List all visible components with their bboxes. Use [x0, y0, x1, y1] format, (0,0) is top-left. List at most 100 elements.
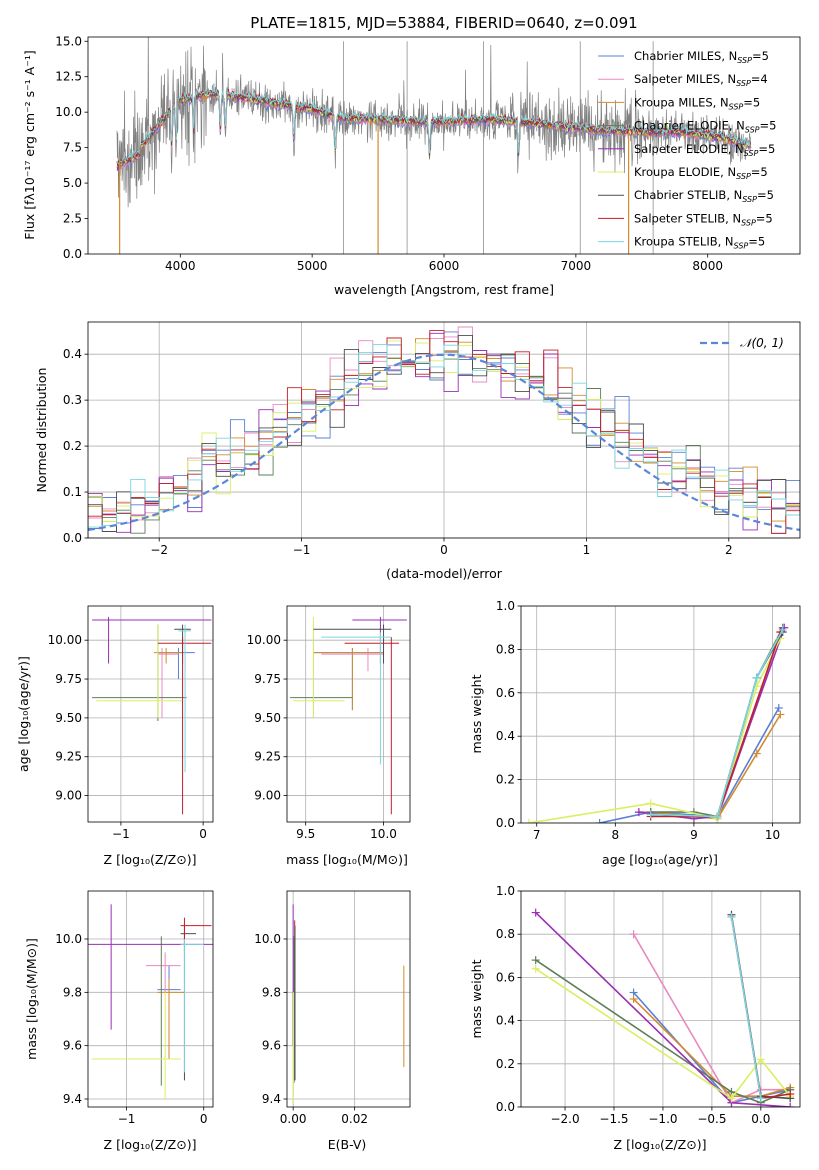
y-tick-label: 0.4: [496, 1014, 515, 1028]
axes-frame: [520, 890, 801, 1108]
plus-marker: [634, 808, 643, 817]
chart-title: PLATE=1815, MJD=53884, FIBERID=0640, z=0…: [250, 14, 637, 32]
y-axis-label: Flux [fλ10⁻¹⁷ erg cm⁻² s⁻¹ A⁻¹]: [22, 50, 37, 239]
x-axis-label: E(B-V): [328, 1137, 367, 1152]
plus-marker: [752, 749, 761, 758]
y-tick-label: 0.8: [496, 642, 515, 656]
y-tick-label: 1.0: [496, 884, 515, 898]
plus-marker: [531, 964, 540, 973]
normal-reference-curve: [88, 353, 800, 531]
x-tick-label: −1: [112, 827, 130, 841]
y-tick-label: 2.5: [63, 212, 82, 226]
y-tick-label: 9.4: [262, 1092, 281, 1106]
y-tick-label: 9.6: [262, 1039, 281, 1053]
y-tick-label: 9.8: [262, 985, 281, 999]
data-point: [344, 637, 400, 815]
x-axis-label: (data-model)/error: [386, 566, 503, 581]
y-tick-label: 0.0: [496, 816, 515, 830]
x-tick-label: −1.0: [648, 1112, 677, 1126]
plot-area: [116, 37, 752, 254]
legend-label: Kroupa MILES, NSSP=5: [634, 95, 760, 111]
x-axis-label: Z [log₁₀(Z/Z⊙)]: [104, 1137, 197, 1152]
y-tick-label: 9.6: [63, 1039, 82, 1053]
data-point: [180, 925, 197, 1081]
mass-weight-line: [638, 627, 786, 820]
residual-histogram: [88, 344, 800, 538]
y-tick-label: 12.5: [55, 70, 82, 84]
x-tick-label: 0: [200, 1112, 208, 1126]
plus-marker: [629, 995, 638, 1003]
x-tick-label: −1: [293, 543, 311, 557]
plot-area: [287, 891, 410, 1107]
legend-label: Kroupa STELIB, NSSP=5: [634, 235, 765, 251]
plus-marker: [774, 703, 783, 712]
y-tick-label: 9.50: [254, 711, 281, 725]
axes-frame: [286, 890, 411, 1108]
legend-label: Salpeter STELIB, NSSP=5: [634, 211, 773, 227]
data-point: [91, 992, 181, 1099]
x-tick-label: 0.02: [341, 1112, 368, 1126]
y-tick-label: 0.6: [496, 686, 515, 700]
y-tick-label: 9.75: [55, 672, 82, 686]
x-tick-label: 9: [690, 828, 698, 842]
legend-label: Salpeter ELODIE, NSSP=5: [634, 142, 775, 158]
mass-weight-line: [650, 627, 784, 818]
axes-frame: [286, 605, 411, 823]
panel-spectrum: 4000 5000 6000 7000 8000 0.0 2.5 5.0 7.5 10.0 12.5…: [22, 14, 801, 297]
x-tick-label: 2: [725, 543, 733, 557]
plus-marker: [776, 710, 785, 719]
y-tick-label: 0.2: [496, 1057, 515, 1071]
data-point: [313, 624, 392, 664]
panel-mass-vs-Z: −1 0 9.4 9.6 9.8 10.0 Z [log₁₀(Z/Z⊙)] mass [log…: [24, 890, 214, 1152]
data-point: [157, 979, 185, 1059]
axes-frame: [520, 605, 801, 824]
axes-frame: [87, 36, 801, 255]
mass-weight-line: [650, 631, 784, 818]
plot-area: [88, 606, 213, 822]
y-tick-label: 10.00: [48, 633, 82, 647]
data-point: [145, 952, 181, 993]
plot-area: [521, 606, 800, 823]
y-tick-label: 9.75: [254, 672, 281, 686]
y-tick-label: 10.0: [55, 932, 82, 946]
x-axis-label: Z [log₁₀(Z/Z⊙)]: [614, 1137, 707, 1152]
plus-marker: [727, 912, 736, 921]
y-tick-label: 9.4: [63, 1092, 82, 1106]
y-tick-label: 0.2: [63, 439, 82, 453]
y-tick-label: 10.00: [247, 633, 281, 647]
data-point: [96, 624, 183, 718]
panel-residuals: −2 −1 0 1 2 0.0 0.1 0.2 0.3 0.4 (data-model)/error…: [34, 321, 801, 581]
mass-weight-line: [633, 998, 791, 1097]
legend-label: Salpeter MILES, NSSP=4: [634, 72, 768, 88]
x-tick-label: 4000: [165, 259, 196, 273]
y-tick-label: 7.5: [63, 141, 82, 155]
plus-marker: [756, 1094, 765, 1103]
plot-area: [287, 606, 410, 822]
panel-age-vs-mass: 9.5 10.0 9.00 9.25 9.50 9.75 10.00 mass [log₁₀(…: [247, 605, 411, 867]
legend-label: Kroupa ELODIE, NSSP=5: [634, 165, 768, 181]
data-point: [92, 624, 187, 721]
legend-label: Chabrier ELODIE, NSSP=5: [634, 119, 776, 135]
plus-marker: [752, 673, 761, 682]
data-point: [180, 917, 212, 953]
plot-area: [521, 891, 800, 1107]
plus-marker: [778, 625, 787, 634]
x-tick-label: 6000: [429, 259, 460, 273]
y-tick-label: 0.6: [496, 970, 515, 984]
data-point: [290, 624, 353, 718]
plus-marker: [786, 1090, 795, 1099]
x-tick-label: 0: [440, 543, 448, 557]
x-tick-label: 9.5: [296, 827, 315, 841]
mass-weight-line: [535, 968, 791, 1100]
panel-age-vs-Z: −1 0 9.00 9.25 9.50 9.75 10.00 Z [log₁₀(Z/Z⊙)] a…: [16, 605, 214, 867]
mass-weight-line: [650, 714, 782, 820]
data-point: [313, 647, 384, 711]
y-tick-label: 0.2: [496, 773, 515, 787]
plus-marker: [629, 930, 638, 939]
mass-weight-line: [528, 638, 782, 823]
plot-area: [88, 891, 213, 1107]
panel-mass-weight-vs-Z: −2.0 −1.5 −1.0 −0.5 0.0 0.0 0.2 0.4 0.6 0.8 1.0 Z […: [469, 884, 801, 1152]
axes-frame: [87, 890, 214, 1108]
mass-weight-line: [650, 631, 782, 818]
